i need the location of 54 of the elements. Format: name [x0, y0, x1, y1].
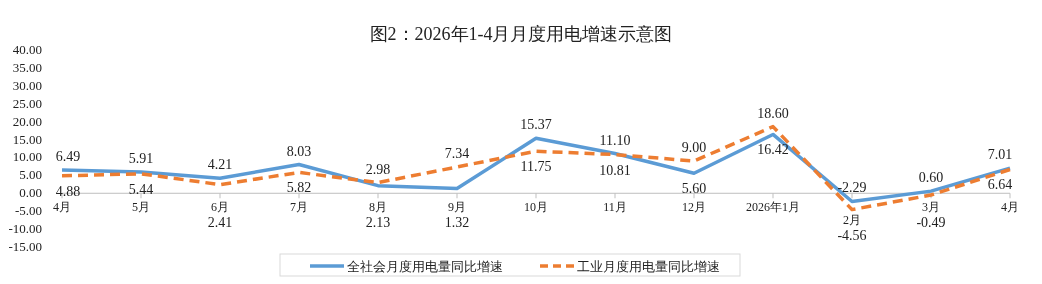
y-tick-label: 15.00 [12, 131, 42, 147]
data-label: 4.21 [207, 157, 233, 173]
data-label: -2.29 [837, 180, 867, 196]
data-label: 1.32 [444, 215, 470, 231]
data-label: 5.44 [128, 181, 154, 197]
x-tick-label: 5月 [132, 200, 150, 215]
x-tick-label: 12月 [682, 200, 706, 215]
data-label: 4.88 [55, 183, 81, 199]
data-label: 6.64 [987, 177, 1013, 193]
y-tick-label: 35.00 [12, 59, 42, 75]
legend-label: 全社会月度用电量同比增速 [347, 259, 503, 274]
data-label: 0.60 [918, 170, 944, 186]
data-label: 5.91 [128, 151, 154, 167]
x-tick-label: 8月 [369, 200, 387, 215]
y-tick-label: 25.00 [12, 95, 42, 111]
data-label: 16.42 [757, 142, 789, 158]
x-tick-label: 4月 [1001, 200, 1019, 215]
chart-title: 图2：2026年1-4月月度用电增速示意图 [369, 24, 673, 44]
y-tick-label: 20.00 [12, 113, 42, 129]
data-label: 18.60 [757, 105, 789, 121]
x-tick-label: 10月 [524, 200, 548, 215]
x-tick-label: 4月 [53, 200, 71, 215]
data-label: 6.49 [55, 149, 81, 165]
x-tick-label: 7月 [290, 200, 308, 215]
x-tick-label: 2026年1月 [746, 200, 800, 215]
data-label: 2.98 [365, 161, 391, 177]
x-tick-label: 9月 [448, 200, 466, 215]
y-tick-label: 5.00 [19, 167, 42, 183]
data-label: 10.81 [599, 162, 631, 178]
x-tick-label: 2月 [843, 212, 861, 227]
y-tick-label: -5.00 [14, 203, 42, 219]
data-label: 5.60 [681, 181, 707, 197]
y-tick-label: 30.00 [12, 77, 42, 93]
data-label: 7.01 [987, 147, 1013, 163]
x-tick-label: 3月 [922, 200, 940, 215]
data-label: 9.00 [681, 140, 707, 156]
data-label: -4.56 [837, 227, 867, 243]
data-label: -0.49 [916, 215, 946, 231]
data-label: 7.34 [444, 145, 470, 161]
legend-label: 工业月度用电量同比增速 [577, 259, 720, 274]
y-tick-label: 40.00 [12, 42, 42, 57]
data-label: 8.03 [286, 143, 312, 159]
y-tick-label: -10.00 [8, 221, 42, 237]
x-tick-label: 11月 [603, 200, 627, 215]
data-label: 2.41 [207, 215, 233, 231]
data-label: 11.10 [599, 132, 631, 148]
y-tick-label: -15.00 [8, 239, 42, 254]
data-label: 15.37 [520, 117, 552, 133]
data-label: 11.75 [520, 159, 552, 175]
data-label: 5.82 [286, 180, 312, 196]
data-label: 2.13 [365, 215, 391, 231]
y-tick-label: 10.00 [12, 149, 42, 165]
y-tick-label: 0.00 [19, 185, 42, 201]
x-tick-label: 6月 [211, 200, 229, 215]
